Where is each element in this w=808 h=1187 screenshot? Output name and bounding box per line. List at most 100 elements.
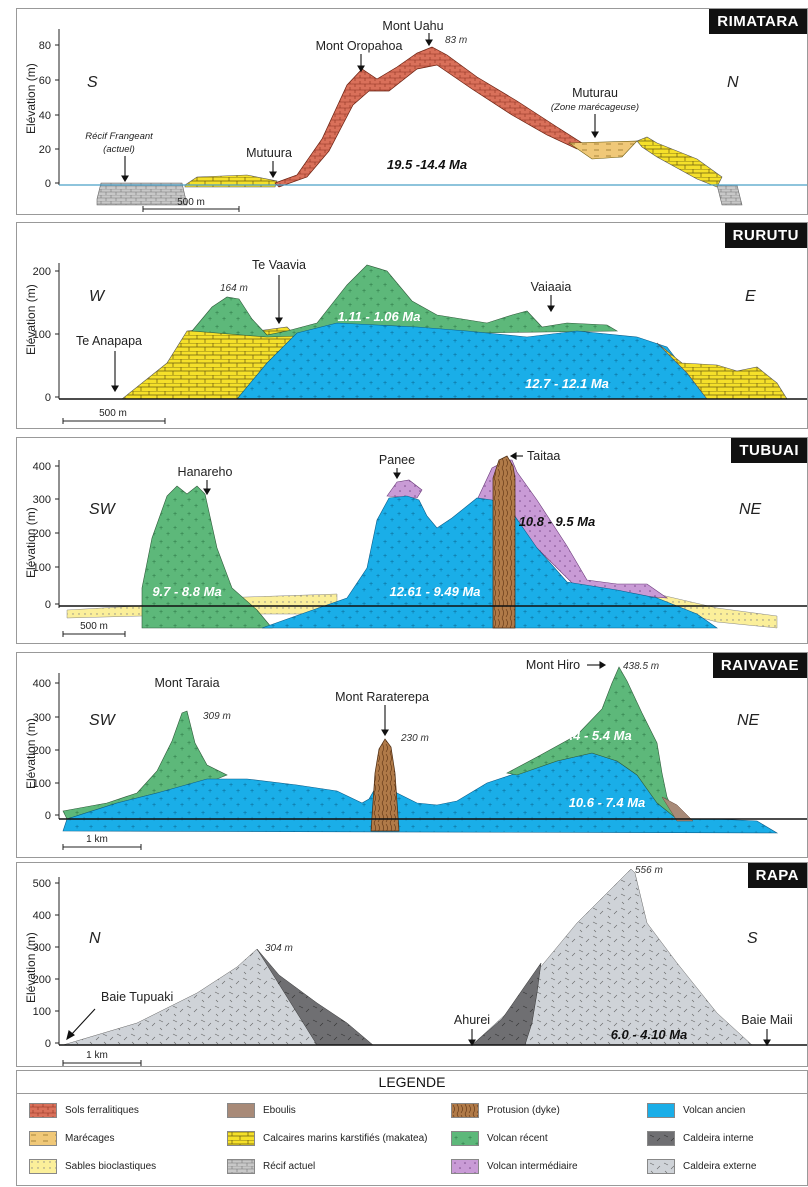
legend-swatch-outer-caldera [647,1158,675,1174]
legend-swatch-dyke [451,1102,479,1118]
legend-item: Caldeira interne [647,1129,754,1147]
tubuai-ylabel: Elévation (m) [24,507,38,578]
tick-label: 200 [33,745,51,757]
age-label-old: 10.6 - 7.4 Ma [569,795,646,810]
legend-label: Caldeira interne [683,1132,754,1144]
label-mont-hiro: Mont Hiro [526,658,580,672]
legend-item: Volcan récent [451,1129,548,1147]
tick-label: 200 [33,974,51,986]
scale-bar: 1 km [62,1050,142,1066]
tick-label: 500 [33,878,51,890]
rimatara-profile: Elévation (m) 80 60 40 20 0 S N Mont Uah… [24,19,807,212]
legend: LEGENDE Sols ferralitiques Eboulis Protu… [16,1070,808,1186]
panel-rimatara: Elévation (m) 80 60 40 20 0 S N Mont Uah… [16,8,808,215]
scree-layer [661,796,694,822]
marsh-layer [568,140,638,160]
right-direction: NE [737,712,760,729]
label-mont-uahu-height: 83 m [445,35,467,46]
label-vaiaaia: Vaiaaia [531,280,572,294]
rimatara-ylabel: Elévation (m) [24,63,38,134]
tick-label: 0 [45,178,51,190]
label-peak1-height: 304 m [265,943,293,954]
scale-label: 500 m [99,408,127,419]
makatea-layer [184,174,278,188]
legend-item: Caldeira externe [647,1157,756,1175]
legend-item: Protusion (dyke) [451,1101,560,1119]
legend-label: Marécages [65,1132,115,1144]
age-label: 6.0 - 4.10 Ma [611,1027,688,1042]
scale-label: 500 m [177,197,205,208]
right-direction: S [747,930,758,947]
scale-bar: 500 m [62,408,166,424]
label-baie-maii: Baie Maii [741,1013,792,1027]
tick-label: 300 [33,494,51,506]
legend-label: Sables bioclastiques [65,1160,157,1172]
recent-volcano-layer [506,666,678,820]
legend-label: Volcan ancien [683,1104,746,1116]
tick-label: 0 [45,392,51,404]
label-taraia-height: 309 m [203,711,231,722]
makatea-layer [636,136,723,188]
legend-swatch-old-volcano [647,1102,675,1118]
legend-label: Volcan récent [487,1132,548,1144]
tick-label: 0 [45,599,51,611]
arrows [66,1008,771,1047]
tick-label: 0 [45,810,51,822]
dyke-layer [492,455,516,629]
tubuai-profile: Elévation (m) 400 300 200 100 0 SW NE Ha… [24,449,807,637]
panel-name: RAIVAVAE [712,653,807,678]
label-te-anapapa: Te Anapapa [76,334,142,348]
right-direction: E [745,288,756,305]
label-recif-frangeant: Récif Frangeant [85,131,153,142]
label-hanareho: Hanareho [178,465,233,479]
tick-label: 100 [33,1006,51,1018]
legend-label: Volcan intermédiaire [487,1160,578,1172]
label-ahurei: Ahurei [454,1013,490,1027]
panel-name: RAPA [747,863,807,888]
label-panee: Panee [379,453,415,467]
dyke-layer [370,738,400,832]
tick-label: 100 [33,778,51,790]
legend-label: Calcaires marins karstifiés (makatea) [263,1132,428,1144]
intermediate-volcano-layer [386,479,423,499]
rurutu-ylabel: Elévation (m) [24,284,38,355]
right-direction: NE [739,501,762,518]
legend-label: Protusion (dyke) [487,1104,560,1116]
legend-item: Sables bioclastiques [29,1157,156,1175]
legend-swatch-sand [29,1158,57,1174]
panel-raivavae: Elévation (m) 400 300 200 100 0 SW NE Mo… [16,652,808,858]
arrows [111,275,555,393]
left-direction: S [87,74,98,91]
left-direction: N [89,930,101,947]
tick-label: 100 [33,329,51,341]
arrows [121,33,599,183]
legend-swatch-inner-caldera [647,1130,675,1146]
panel-name: TUBUAI [731,438,807,463]
label-peak-height: 164 m [220,283,248,294]
reef-layer [716,184,743,206]
label-hiro-height: 438.5 m [623,661,659,672]
arrows [203,452,523,496]
recent-volcano-layer [141,485,273,629]
label-taitaa: Taitaa [527,449,560,463]
raivavae-ylabel: Elévation (m) [24,718,38,789]
legend-swatch-scree [227,1102,255,1118]
tick-label: 400 [33,678,51,690]
label-mont-oropahoa: Mont Oropahoa [316,39,403,53]
label-recif-actuel: (actuel) [103,144,135,155]
arrows [381,661,607,737]
old-volcano-layer [261,495,718,629]
legend-item: Récif actuel [227,1157,315,1175]
rurutu-profile: Elévation (m) 200 100 0 W E 164 m Te Vaa… [24,258,807,424]
age-label-recent: 6.4 - 5.4 Ma [562,728,631,743]
makatea-layer [656,342,788,400]
label-muturau: Muturau [572,86,618,100]
scale-label: 1 km [86,1050,108,1061]
legend-swatch-reef [227,1158,255,1174]
legend-label: Sols ferralitiques [65,1104,139,1116]
tick-label: 200 [33,266,51,278]
right-direction: N [727,74,739,91]
reef-layer [96,182,188,206]
legend-item: Volcan intermédiaire [451,1157,578,1175]
age-label-right: 10.8 - 9.5 Ma [519,514,596,529]
